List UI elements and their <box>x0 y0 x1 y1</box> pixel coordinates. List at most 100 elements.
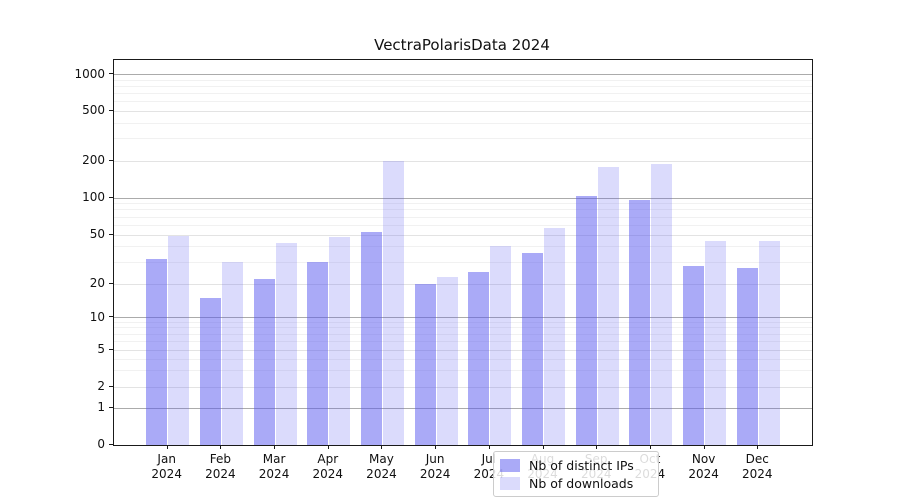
gridline-y-3 <box>114 370 812 372</box>
bar-jul-2024-nb-of-distinct-ips <box>468 272 490 445</box>
y-tick-label-100: 100 <box>82 190 105 204</box>
gridline-y-700 <box>114 92 812 94</box>
bar-oct-2024-nb-of-distinct-ips <box>629 199 651 445</box>
y-tick-mark-20 <box>109 282 113 284</box>
x-tick-label-may: May 2024 <box>366 452 397 481</box>
gridline-y-300 <box>114 138 812 140</box>
y-tick-mark-5 <box>109 348 113 350</box>
gridline-y-80 <box>114 209 812 211</box>
x-tick-mark-oct <box>649 445 651 449</box>
bar-aug-2024-nb-of-distinct-ips <box>522 252 544 445</box>
bar-jul-2024-nb-of-downloads <box>490 245 512 445</box>
x-tick-mark-aug <box>542 445 544 449</box>
bar-may-2024-nb-of-distinct-ips <box>360 231 382 445</box>
y-tick-label-200: 200 <box>82 153 105 167</box>
x-tick-mark-jan <box>166 445 168 449</box>
x-tick-mark-apr <box>327 445 329 449</box>
gridline-y-6 <box>114 340 812 342</box>
y-tick-mark-50 <box>109 233 113 235</box>
gridline-y-400 <box>114 122 812 124</box>
gridline-y-30 <box>114 261 812 263</box>
y-tick-mark-100 <box>109 196 113 198</box>
bar-apr-2024-nb-of-downloads <box>329 237 351 445</box>
y-tick-label-20: 20 <box>89 276 105 290</box>
bar-nov-2024-nb-of-distinct-ips <box>683 266 705 445</box>
x-tick-label-mar: Mar 2024 <box>258 452 290 481</box>
x-tick-mark-jun <box>435 445 437 449</box>
gridline-y-70 <box>114 216 812 218</box>
bar-dec-2024-nb-of-distinct-ips <box>736 267 758 445</box>
gridline-y-5 <box>114 349 812 351</box>
gridline-y-1 <box>114 407 812 409</box>
x-tick-label-dec: Dec 2024 <box>742 452 773 481</box>
y-tick-label-1: 1 <box>97 400 105 414</box>
x-tick-label-nov: Nov 2024 <box>688 452 719 481</box>
plot-area: Nb of distinct IPs Nb of downloads <box>113 59 813 497</box>
legend-label-downloads: Nb of downloads <box>529 475 634 491</box>
gridline-y-10 <box>114 317 812 318</box>
gridline-y-200 <box>114 160 812 162</box>
x-tick-label-jun: Jun 2024 <box>419 452 451 481</box>
gridline-y-20 <box>114 283 812 285</box>
y-tick-mark-1 <box>109 406 113 408</box>
bar-mar-2024-nb-of-downloads <box>275 243 297 445</box>
legend-label-distinct-ips: Nb of distinct IPs <box>529 457 634 473</box>
bar-dec-2024-nb-of-downloads <box>758 240 780 445</box>
bar-jun-2024-nb-of-downloads <box>436 276 458 445</box>
chart-title: VectraPolarisData 2024 <box>374 36 550 54</box>
x-tick-label-apr: Apr 2024 <box>312 452 344 481</box>
y-tick-label-1000: 1000 <box>74 66 105 81</box>
bar-sep-2024-nb-of-distinct-ips <box>575 195 597 445</box>
legend-item-distinct-ips: Nb of distinct IPs <box>500 458 658 473</box>
y-tick-label-5: 5 <box>97 342 105 356</box>
y-tick-mark-1000 <box>109 73 113 74</box>
bar-may-2024-nb-of-downloads <box>382 161 404 445</box>
bar-jan-2024-nb-of-downloads <box>168 236 190 445</box>
bar-sep-2024-nb-of-downloads <box>597 166 619 445</box>
legend-swatch-downloads <box>500 476 520 490</box>
x-tick-mark-may <box>381 445 383 449</box>
x-tick-label-jan: Jan 2024 <box>151 452 182 481</box>
gridline-y-50 <box>114 234 812 236</box>
bar-aug-2024-nb-of-downloads <box>544 228 566 445</box>
gridline-y-100 <box>114 197 812 199</box>
y-tick-mark-2 <box>109 385 113 387</box>
legend: Nb of distinct IPs Nb of downloads <box>493 451 659 497</box>
bar-nov-2024-nb-of-downloads <box>705 240 727 445</box>
bar-jan-2024-nb-of-distinct-ips <box>146 258 168 445</box>
gridline-y-8 <box>114 327 812 329</box>
gridline-y-90 <box>114 203 812 205</box>
x-tick-mark-dec <box>757 445 759 449</box>
y-tick-label-10: 10 <box>89 309 105 324</box>
y-tick-mark-0 <box>109 443 113 445</box>
y-tick-label-50: 50 <box>89 227 105 241</box>
bar-feb-2024-nb-of-distinct-ips <box>199 297 221 445</box>
x-tick-mark-jul <box>488 445 490 449</box>
bar-jun-2024-nb-of-distinct-ips <box>414 284 436 445</box>
x-tick-label-feb: Feb 2024 <box>205 452 236 481</box>
y-tick-mark-500 <box>109 109 113 111</box>
bar-apr-2024-nb-of-distinct-ips <box>307 262 329 445</box>
y-tick-label-0: 0 <box>97 437 105 451</box>
y-tick-mark-200 <box>109 159 113 161</box>
y-tick-label-500: 500 <box>82 103 105 117</box>
gridline-y-60 <box>114 224 812 226</box>
gridline-y-40 <box>114 246 812 248</box>
y-tick-label-2: 2 <box>97 379 105 393</box>
bar-feb-2024-nb-of-downloads <box>221 262 243 445</box>
bar-oct-2024-nb-of-downloads <box>651 164 673 445</box>
bar-mar-2024-nb-of-distinct-ips <box>253 278 275 445</box>
gridline-y-9 <box>114 321 812 323</box>
gridline-y-4 <box>114 358 812 360</box>
legend-swatch-distinct-ips <box>500 458 520 472</box>
gridline-y-500 <box>114 110 812 112</box>
legend-item-downloads: Nb of downloads <box>500 476 658 491</box>
gridline-y-2 <box>114 386 812 388</box>
x-tick-mark-sep <box>596 445 598 449</box>
y-tick-mark-10 <box>109 316 113 317</box>
x-tick-mark-nov <box>703 445 705 449</box>
gridline-y-1000 <box>114 74 812 75</box>
gridline-y-800 <box>114 85 812 87</box>
gridline-y-900 <box>114 79 812 81</box>
gridline-y-600 <box>114 100 812 102</box>
